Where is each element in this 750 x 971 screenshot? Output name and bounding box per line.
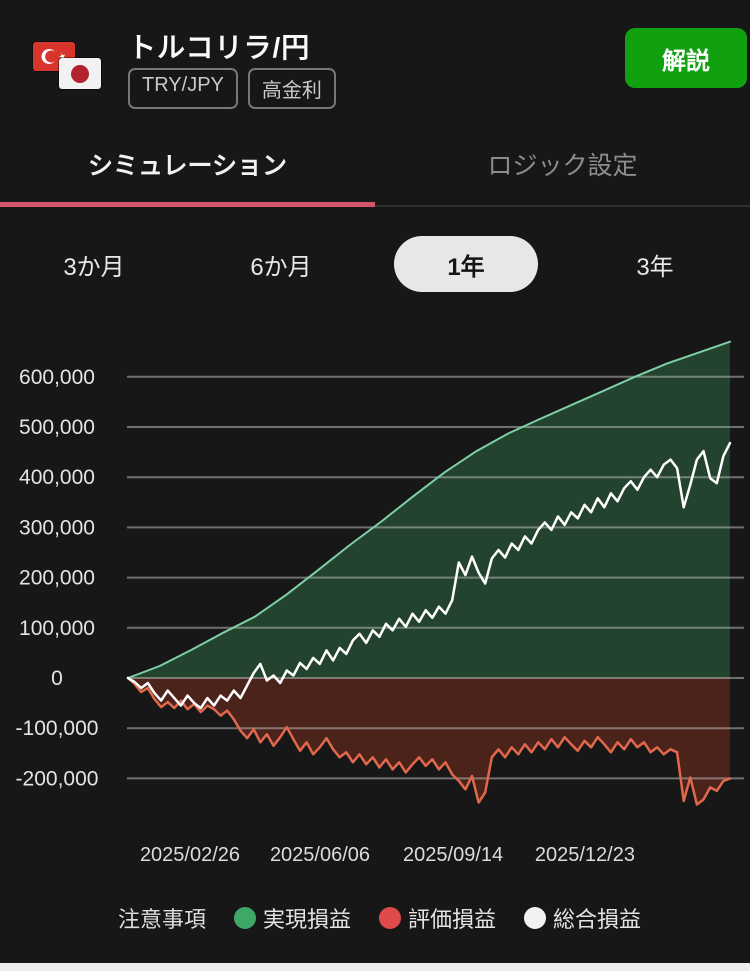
period-3years-button[interactable]: 3年 [580, 236, 730, 292]
notes-link[interactable]: 注意事項 [118, 907, 207, 932]
series-fill-1 [128, 678, 730, 805]
x-axis-label: 2025/09/14 [403, 844, 503, 866]
y-axis-label: 600,000 [19, 366, 95, 389]
legend-label-valuation: 評価損益 [408, 907, 497, 932]
japan-flag-sun [71, 64, 89, 83]
realized-pl-dot-icon [234, 907, 257, 929]
legend-item-realized: 実現損益 [234, 902, 351, 934]
explain-button[interactable]: 解説 [625, 28, 747, 88]
currency-pair-flags [33, 40, 113, 92]
y-axis-label: -100,000 [16, 717, 99, 740]
series-line-1 [126, 676, 732, 806]
period-1year-button[interactable]: 1年 [394, 236, 538, 292]
series-line-0 [127, 340, 731, 679]
pair-code-badge: TRY/JPY [128, 68, 238, 109]
tab-logic-settings[interactable]: ロジック設定 [487, 152, 638, 180]
legend-label-total: 総合損益 [553, 907, 642, 932]
turkey-flag-icon [33, 42, 75, 71]
period-6months-button[interactable]: 6か月 [206, 236, 356, 292]
x-axis-label: 2025/06/06 [270, 844, 370, 866]
bottom-sheet-edge [0, 963, 750, 971]
y-axis-label: 500,000 [19, 416, 95, 439]
legend-row: 注意事項 実現損益 評価損益 総合損益 [118, 902, 641, 934]
series-fill-0 [128, 341, 730, 678]
y-axis-label: 0 [51, 667, 63, 690]
active-tab-underline [0, 202, 375, 207]
high-interest-badge: 高金利 [247, 68, 336, 109]
valuation-pl-dot-icon [379, 907, 402, 929]
page-title: トルコリラ/円 [128, 32, 311, 63]
legend-label-realized: 実現損益 [263, 907, 352, 932]
legend-item-total: 総合損益 [524, 902, 641, 934]
japan-flag-icon [59, 58, 101, 89]
y-axis-label: 200,000 [19, 567, 95, 590]
x-axis-label: 2025/02/26 [140, 844, 240, 866]
total-pl-dot-icon [524, 907, 547, 929]
y-axis-label: 400,000 [19, 466, 95, 489]
pl-simulation-chart: 600,000 500,000 400,000 300,000 200,000 100,0… [16, 340, 744, 866]
y-axis-label: -200,000 [16, 767, 99, 790]
y-axis-label: 300,000 [19, 516, 95, 539]
y-axis-label: 100,000 [19, 617, 95, 640]
x-axis-label: 2025/12/23 [535, 844, 635, 866]
tab-simulation[interactable]: シミュレーション [87, 152, 287, 180]
tab-divider [0, 205, 750, 207]
badge-row: TRY/JPY 高金利 [128, 68, 336, 109]
series-line-2 [126, 441, 732, 710]
legend-item-valuation: 評価損益 [379, 902, 496, 934]
period-3months-button[interactable]: 3か月 [19, 236, 169, 292]
